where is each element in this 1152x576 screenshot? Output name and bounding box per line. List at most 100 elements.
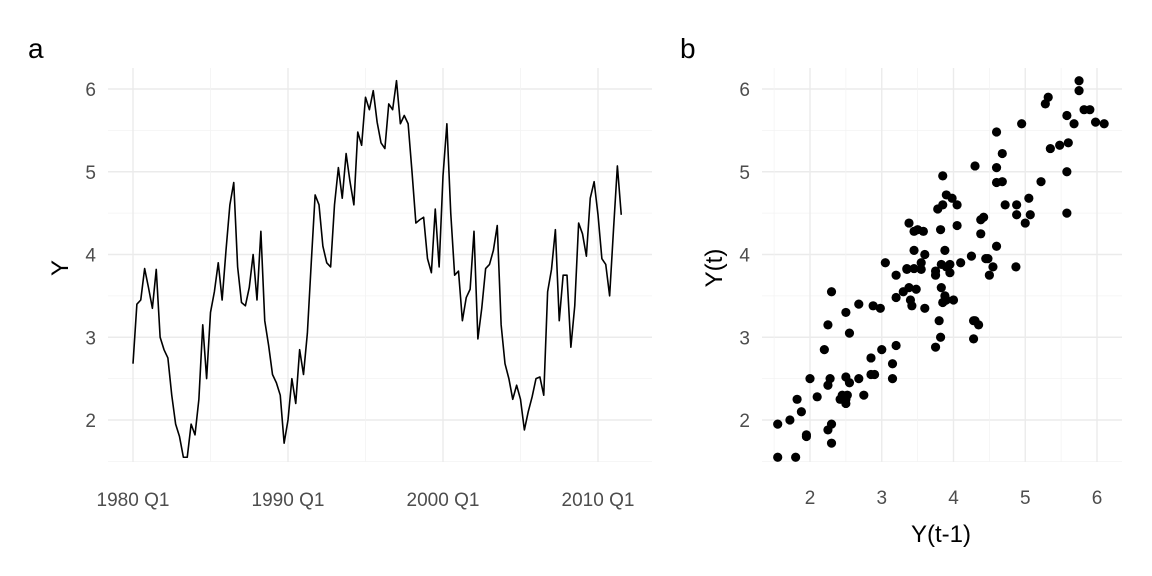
- scatter-point: [1012, 210, 1022, 220]
- scatter-point: [907, 301, 917, 311]
- scatter-point: [945, 259, 955, 270]
- panel-b-y-tick-label: 6: [739, 80, 750, 101]
- scatter-point: [887, 359, 898, 369]
- panel-b-x-tick-label: 5: [1020, 488, 1031, 509]
- scatter-point: [1062, 208, 1072, 218]
- scatter-point: [835, 394, 845, 404]
- scatter-point: [875, 303, 885, 313]
- scatter-point: [773, 419, 783, 429]
- scatter-point: [1024, 193, 1034, 203]
- scatter-point: [841, 372, 851, 382]
- scatter-point: [970, 161, 980, 171]
- scatter-point: [935, 332, 946, 342]
- scatter-point: [940, 291, 950, 301]
- scatter-point: [1062, 167, 1072, 177]
- panel-b-x-tick-label: 2: [805, 488, 816, 509]
- scatter-point: [823, 320, 833, 330]
- scatter-point: [854, 299, 864, 309]
- panel-a-y-tick-label: 4: [85, 246, 96, 267]
- scatter-point: [904, 218, 914, 228]
- scatter-point: [796, 407, 806, 417]
- scatter-point: [930, 342, 941, 352]
- scatter-point: [1000, 200, 1010, 210]
- scatter-point: [801, 430, 812, 440]
- scatter-point: [891, 340, 901, 351]
- scatter-point: [902, 263, 912, 274]
- panel-a-x-tick-label: 1990 Q1: [252, 490, 325, 511]
- scatter-point: [1045, 143, 1055, 154]
- panel-b-x-tick-label: 6: [1092, 488, 1103, 509]
- scatter-point: [920, 249, 930, 260]
- scatter-point: [1055, 140, 1065, 150]
- scatter-point: [826, 438, 837, 448]
- scatter-point: [979, 212, 989, 222]
- scatter-point: [991, 241, 1002, 251]
- scatter-points: [773, 76, 1109, 462]
- scatter-point: [970, 316, 980, 326]
- panel-a-y-tick-labels: 2 3 4 5 6: [85, 80, 96, 432]
- scatter-point: [948, 295, 959, 305]
- panel-b-x-tick-label: 4: [948, 488, 959, 509]
- panel-a-x-tick-label: 2010 Q1: [562, 490, 635, 511]
- scatter-point: [1036, 177, 1046, 187]
- panel-a-time-series: 2 3 4 5 6 1980 Q1 1990 Q1 2000 Q1 2010 Q1 Y: [47, 68, 652, 511]
- scatter-point: [938, 171, 948, 181]
- scatter-point: [1011, 262, 1021, 272]
- panel-b-y-tick-labels: 2 3 4 5 6: [739, 80, 750, 432]
- scatter-point: [792, 394, 802, 404]
- scatter-point: [877, 345, 887, 355]
- scatter-point: [819, 345, 829, 355]
- scatter-point: [1040, 99, 1050, 109]
- scatter-point: [916, 264, 926, 274]
- panel-tag-b: b: [680, 33, 696, 64]
- scatter-point: [976, 229, 986, 239]
- scatter-point: [933, 204, 943, 214]
- scatter-point: [785, 415, 795, 425]
- panel-b-lag-scatter: 2 3 4 5 6 2 3 4 5 6 Y(t) Y(t-1): [701, 68, 1122, 548]
- scatter-point: [1079, 105, 1089, 115]
- scatter-point: [991, 163, 1002, 173]
- panel-b-x-tick-labels: 2 3 4 5 6: [805, 488, 1103, 509]
- panel-b-y-tick-label: 3: [739, 328, 750, 349]
- scatter-point: [988, 262, 998, 272]
- panel-b-y-tick-label: 2: [739, 411, 750, 432]
- scatter-point: [984, 270, 994, 280]
- scatter-point: [1074, 86, 1084, 96]
- scatter-point: [936, 283, 946, 293]
- scatter-point: [904, 283, 914, 293]
- scatter-point: [1090, 117, 1101, 127]
- panel-a-x-tick-label: 2000 Q1: [407, 490, 480, 511]
- scatter-point: [866, 369, 876, 380]
- panel-a-x-tick-label: 1980 Q1: [97, 490, 170, 511]
- scatter-point: [916, 258, 926, 268]
- scatter-point: [825, 374, 835, 384]
- scatter-point: [983, 254, 993, 264]
- scatter-point: [891, 292, 901, 303]
- scatter-point: [841, 307, 851, 318]
- scatter-point: [1063, 138, 1073, 148]
- scatter-point: [991, 127, 1002, 137]
- scatter-point: [935, 225, 946, 235]
- scatter-point: [1012, 200, 1022, 210]
- scatter-point: [791, 452, 801, 462]
- panel-a-y-axis-title: Y: [47, 260, 74, 276]
- scatter-point: [805, 374, 815, 384]
- scatter-point: [934, 316, 944, 326]
- scatter-point: [1069, 119, 1079, 129]
- scatter-point: [812, 392, 822, 402]
- scatter-point: [956, 258, 966, 268]
- panel-tag-a: a: [28, 33, 44, 64]
- panel-a-y-tick-label: 5: [85, 163, 96, 184]
- scatter-point: [909, 245, 919, 255]
- scatter-point: [880, 258, 890, 268]
- scatter-point: [913, 225, 923, 235]
- scatter-point: [945, 268, 955, 278]
- scatter-point: [1062, 110, 1072, 121]
- scatter-point: [1099, 119, 1109, 129]
- panel-b-y-tick-label: 5: [739, 163, 750, 184]
- panel-a-y-tick-label: 2: [85, 411, 96, 432]
- scatter-point: [859, 390, 869, 400]
- scatter-point: [920, 303, 930, 313]
- scatter-point: [952, 200, 962, 210]
- scatter-point: [968, 334, 979, 344]
